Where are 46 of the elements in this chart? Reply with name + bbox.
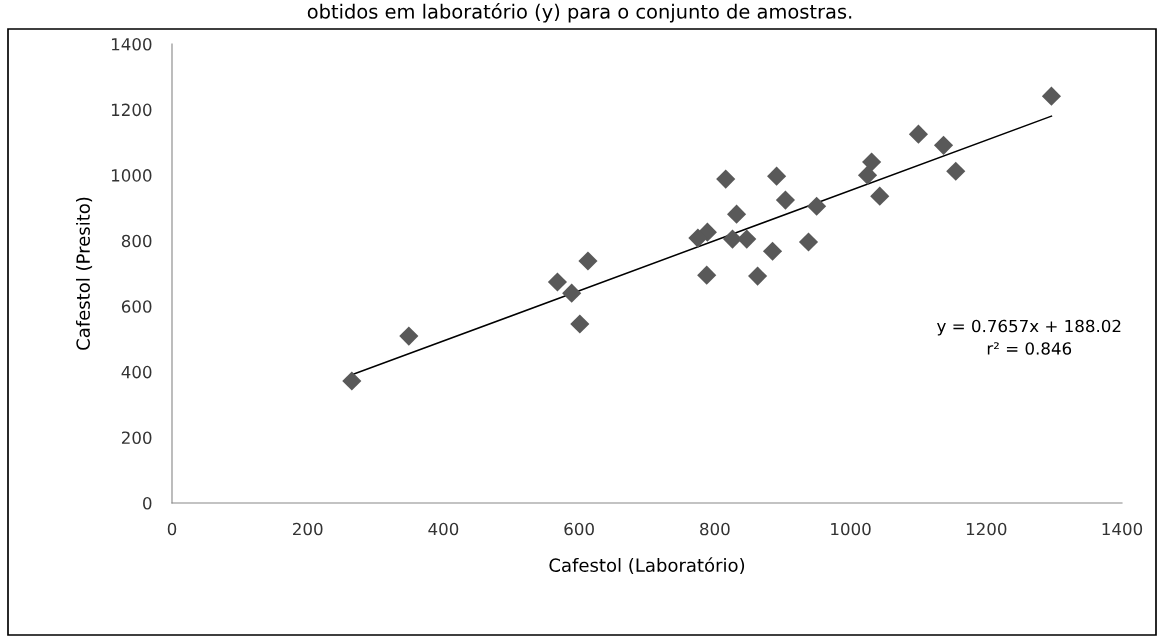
point [933,135,954,155]
annotation: y = 0.7657x + 188.02 [937,319,1121,336]
x-tick-label: 200 [293,522,323,536]
x-tick-label: 1200 [966,522,1007,536]
point [1041,86,1061,106]
point [775,190,795,210]
point [716,169,736,189]
point [722,229,743,249]
x-axis-title: Cafestol (Laboratório) [549,557,745,575]
y-tick-label: 400 [121,365,152,379]
point [798,232,819,252]
point [562,283,582,303]
point [697,265,717,285]
x-tick-label: 600 [564,522,594,536]
point [578,251,598,271]
y-tick-label: 1000 [111,169,152,182]
point [748,266,768,286]
x-tick-label: 0 [167,522,177,536]
y-tick-label: 200 [121,431,152,444]
y-tick-label: 0 [143,496,152,510]
point [762,241,783,261]
point [342,371,362,391]
point [570,314,590,334]
point [807,196,827,216]
point [857,165,878,185]
x-tick-label: 800 [700,522,730,536]
point [908,124,928,144]
y-axis-title: Cafestol (Presito) [76,197,93,350]
point [727,204,747,224]
y-tick-label: 600 [121,300,152,313]
x-tick-label: 400 [428,522,459,536]
y-tick-label: 1400 [111,37,152,51]
annotation: r² = 0.846 [987,342,1072,355]
point [870,186,890,206]
point [547,272,567,292]
chart-title: obtidos em laboratório (y) para o conjunto de amostras. [307,3,852,23]
point [767,166,787,186]
point [946,161,966,181]
point [737,229,757,249]
point [399,326,419,346]
y-tick-label: 800 [121,234,152,248]
point [688,228,708,248]
y-tick-label: 1200 [111,103,152,117]
x-tick-label: 1000 [831,522,871,536]
x-tick-label: 1400 [1102,522,1143,536]
point [862,152,882,172]
